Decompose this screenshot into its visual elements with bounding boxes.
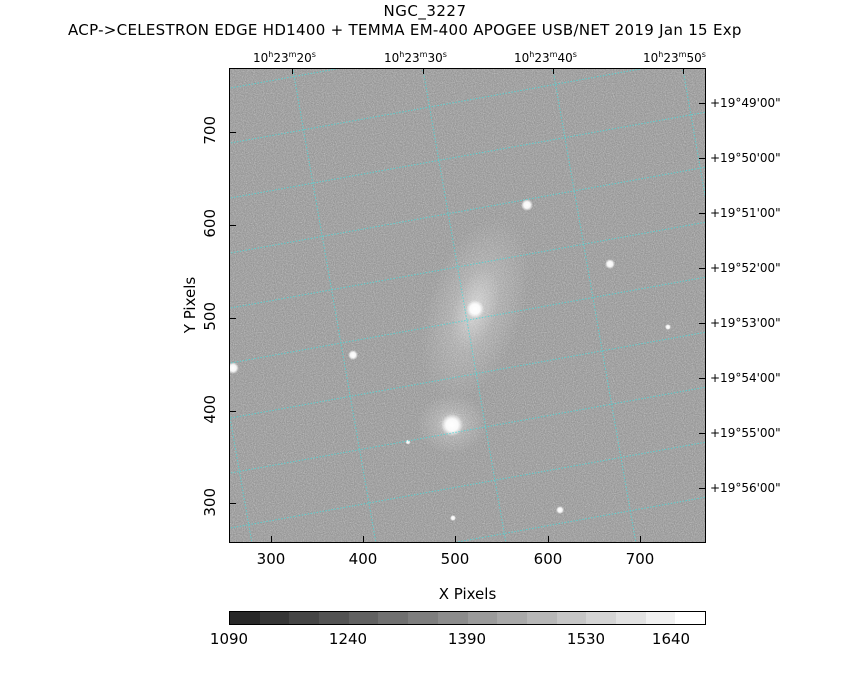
ra-label-4: 10h23m50s: [643, 50, 706, 65]
star: [521, 199, 533, 211]
axis-tick: [229, 225, 236, 226]
y-axis-title: Y Pixels: [181, 276, 199, 334]
bright-star: [441, 414, 463, 436]
axis-tick: [271, 536, 272, 543]
dec-label-1: +19°49'00": [710, 96, 781, 110]
x-tick-700: 700: [625, 550, 655, 568]
dec-label-2: +19°50'00": [710, 151, 781, 165]
axis-tick: [363, 536, 364, 543]
x-tick-400: 400: [348, 550, 378, 568]
ra-label-3: 10h23m40s: [514, 50, 577, 65]
axis-tick: [229, 132, 236, 133]
colorbar-step: [378, 612, 409, 624]
colorbar-step: [437, 612, 468, 624]
colorbar-step: [675, 612, 705, 624]
ra-grid-line: [292, 69, 377, 542]
dec-label-3: +19°51'00": [710, 206, 781, 220]
dec-label-8: +19°56'00": [710, 481, 781, 495]
colorbar-label-2: 1240: [328, 630, 368, 648]
colorbar-label-1: 1090: [209, 630, 249, 648]
colorbar-step: [586, 612, 616, 624]
dec-grid-line: [230, 69, 643, 144]
wcs-grid: [230, 69, 705, 542]
ra-grid-line: [552, 69, 637, 542]
y-tick-600: 600: [201, 209, 219, 238]
dec-grid-line: [230, 111, 705, 199]
star: [348, 350, 358, 360]
axis-tick: [699, 323, 706, 324]
ra-label-1: 10h23m20s: [253, 50, 316, 65]
dec-label-4: +19°52'00": [710, 261, 781, 275]
colorbar-step: [230, 612, 260, 624]
colorbar-step: [556, 612, 587, 624]
axis-tick: [548, 536, 549, 543]
colorbar-step: [615, 612, 646, 624]
ra-grid-line: [682, 69, 705, 199]
colorbar-step: [497, 612, 527, 624]
dec-grid-line: [230, 441, 705, 529]
axis-tick: [229, 503, 236, 504]
colorbar: [229, 611, 706, 625]
y-tick-700: 700: [201, 116, 219, 145]
axis-tick: [699, 268, 706, 269]
colorbar-step: [259, 612, 290, 624]
ra-grid-line: [422, 69, 507, 542]
colorbar-step: [645, 612, 676, 624]
axis-tick: [640, 536, 641, 543]
dec-grid-line: [230, 276, 705, 364]
x-tick-300: 300: [256, 550, 286, 568]
axis-tick: [229, 411, 236, 412]
axis-tick: [553, 68, 554, 74]
colorbar-step: [467, 612, 498, 624]
colorbar-step: [289, 612, 320, 624]
axis-tick: [292, 68, 293, 74]
astro-image-svg: [230, 69, 705, 542]
colorbar-label-4: 1530: [566, 630, 606, 648]
dec-label-5: +19°53'00": [710, 316, 781, 330]
colorbar-label-3: 1390: [447, 630, 487, 648]
star: [556, 506, 564, 514]
star: [665, 324, 671, 330]
axis-tick: [683, 68, 684, 74]
dec-grid-line: [230, 386, 705, 474]
colorbar-step: [408, 612, 438, 624]
star: [450, 515, 456, 521]
axis-tick: [699, 378, 706, 379]
astro-image: [229, 68, 706, 543]
star: [405, 439, 411, 445]
axis-tick: [699, 433, 706, 434]
axis-tick: [699, 488, 706, 489]
galaxy-core: [466, 300, 484, 318]
colorbar-label-5: 1640: [651, 630, 691, 648]
colorbar-step: [526, 612, 557, 624]
axis-tick: [699, 103, 706, 104]
y-tick-500: 500: [201, 302, 219, 331]
dec-label-7: +19°55'00": [710, 426, 781, 440]
x-tick-500: 500: [440, 550, 470, 568]
star: [230, 362, 239, 374]
dec-grid-line: [454, 496, 705, 542]
axis-tick: [699, 213, 706, 214]
axis-tick: [699, 158, 706, 159]
image-title: NGC_3227: [383, 2, 467, 20]
y-tick-300: 300: [201, 488, 219, 517]
axis-tick: [229, 318, 236, 319]
axis-tick: [455, 536, 456, 543]
y-tick-400: 400: [201, 395, 219, 424]
dec-grid-line: [230, 221, 705, 309]
dec-grid-line: [230, 69, 339, 89]
colorbar-step: [319, 612, 349, 624]
dec-label-6: +19°54'00": [710, 371, 781, 385]
x-tick-600: 600: [533, 550, 563, 568]
ra-label-2: 10h23m30s: [384, 50, 447, 65]
axis-tick: [423, 68, 424, 74]
x-axis-title: X Pixels: [438, 585, 497, 603]
star: [605, 259, 615, 269]
dec-grid-line: [230, 166, 705, 254]
colorbar-step: [348, 612, 379, 624]
image-subtitle: ACP->CELESTRON EDGE HD1400 + TEMMA EM-40…: [68, 21, 742, 39]
dec-grid-line: [230, 331, 705, 419]
